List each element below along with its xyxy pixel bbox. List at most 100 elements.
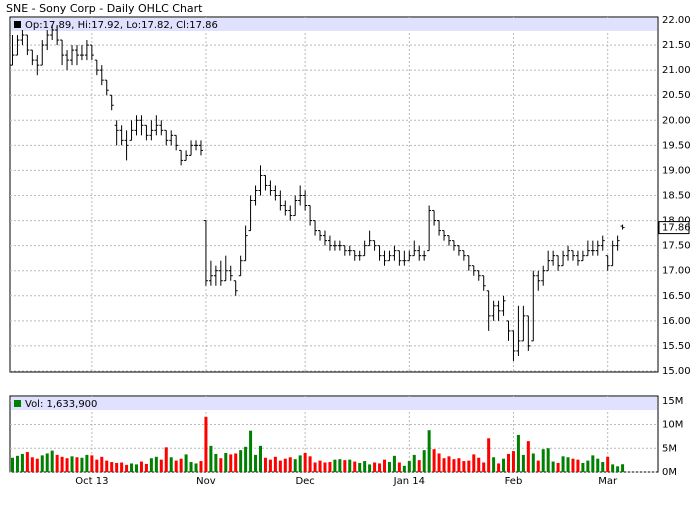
volume-bar (323, 462, 327, 472)
volume-bar (95, 459, 99, 472)
volume-bar (497, 463, 501, 472)
volume-bar (586, 460, 590, 472)
volume-bar (278, 460, 282, 472)
legend-band (11, 18, 657, 31)
y-tick-label: 15.00 (662, 366, 691, 377)
volume-bar (154, 456, 158, 472)
volume-bar (526, 441, 530, 472)
last-price-label: 17.86 (662, 223, 691, 234)
volume-bar (244, 446, 248, 472)
volume-bar (313, 462, 317, 472)
y-tick-label: 18.00 (662, 216, 691, 227)
y-tick-label: 17.50 (662, 241, 691, 252)
volume-bar (318, 460, 322, 472)
legend-band (11, 397, 657, 410)
volume-bar (502, 458, 506, 472)
x-tick-label: Mar (598, 476, 618, 487)
volume-bar (234, 453, 238, 472)
volume-bar (273, 456, 277, 472)
volume-bar (531, 453, 535, 472)
volume-bar (55, 454, 59, 472)
volume-bar (353, 461, 357, 472)
volume-bar (239, 450, 243, 472)
volume-bar (254, 454, 258, 472)
y-tick-label: 21.00 (662, 65, 691, 76)
legend-text: Op:17.89, Hi:17.92, Lo:17.82, Cl:17.86 (25, 20, 218, 31)
y-tick-label: 21.50 (662, 40, 691, 51)
volume-bar (452, 459, 456, 472)
volume-bar (224, 453, 228, 472)
y-tick-label: 15.50 (662, 341, 691, 352)
volume-bar (482, 462, 486, 472)
volume-bar (467, 460, 471, 472)
volume-bar (343, 460, 347, 472)
chart-title: SNE - Sony Corp - Daily OHLC Chart (6, 2, 203, 15)
volume-bar (20, 453, 24, 472)
volume-bar (194, 463, 198, 472)
volume-tick-label: 0M (662, 467, 677, 478)
volume-bar (477, 457, 481, 472)
volume-bar (378, 463, 382, 472)
volume-bar (199, 461, 203, 472)
volume-bar (387, 462, 391, 472)
volume-bar (551, 461, 555, 472)
volume-bar (536, 460, 540, 472)
volume-bar (40, 455, 44, 472)
y-tick-label: 18.50 (662, 191, 691, 202)
volume-bar (105, 460, 109, 472)
x-tick-label: Nov (196, 476, 216, 487)
volume-bar (214, 453, 218, 472)
volume-bar (442, 458, 446, 472)
volume-bar (293, 459, 297, 472)
volume-bar (348, 459, 352, 472)
volume-bar (174, 460, 178, 472)
volume-legend-text: Vol: 1,633,900 (25, 399, 97, 410)
volume-bar (219, 458, 223, 472)
volume-bar (179, 458, 183, 472)
volume-bar (159, 459, 163, 472)
volume-bar (521, 454, 525, 472)
volume-bar (383, 459, 386, 472)
volume-bar (402, 465, 406, 472)
volume-bar (373, 462, 377, 472)
legend-swatch (14, 21, 21, 28)
y-tick-label: 16.00 (662, 316, 691, 327)
volume-bar (15, 455, 19, 472)
volume-bar (556, 462, 560, 472)
volume-bar (120, 462, 124, 472)
y-tick-label: 17.00 (662, 266, 691, 277)
volume-bar (417, 460, 421, 472)
volume-bar (283, 458, 287, 472)
volume-bar (298, 455, 302, 472)
volume-bar (110, 462, 114, 472)
volume-bar (130, 463, 134, 472)
volume-bar (90, 455, 94, 472)
volume-bar (25, 452, 29, 472)
volume-bar (566, 457, 570, 472)
volume-bar (621, 464, 625, 472)
x-tick-label: Jan 14 (393, 476, 425, 487)
legend-swatch (14, 400, 21, 407)
volume-bar (70, 456, 74, 472)
volume-bar (507, 453, 510, 472)
volume-bar (571, 458, 575, 472)
volume-bar (407, 461, 411, 472)
volume-bar (11, 457, 14, 472)
volume-tick-label: 10M (662, 420, 683, 431)
volume-bar (546, 448, 550, 472)
volume-bar (30, 457, 34, 472)
volume-bar (144, 463, 148, 472)
volume-bar (601, 462, 605, 472)
x-tick-label: Dec (295, 476, 314, 487)
volume-bar (472, 454, 476, 472)
volume-bar (45, 453, 49, 472)
volume-bar (516, 434, 520, 472)
volume-bar (462, 461, 466, 472)
y-tick-label: 19.50 (662, 140, 691, 151)
volume-bar (125, 464, 129, 472)
volume-bar (422, 450, 426, 472)
volume-bar (333, 459, 337, 472)
volume-bar (591, 455, 595, 472)
volume-bar (611, 464, 615, 472)
